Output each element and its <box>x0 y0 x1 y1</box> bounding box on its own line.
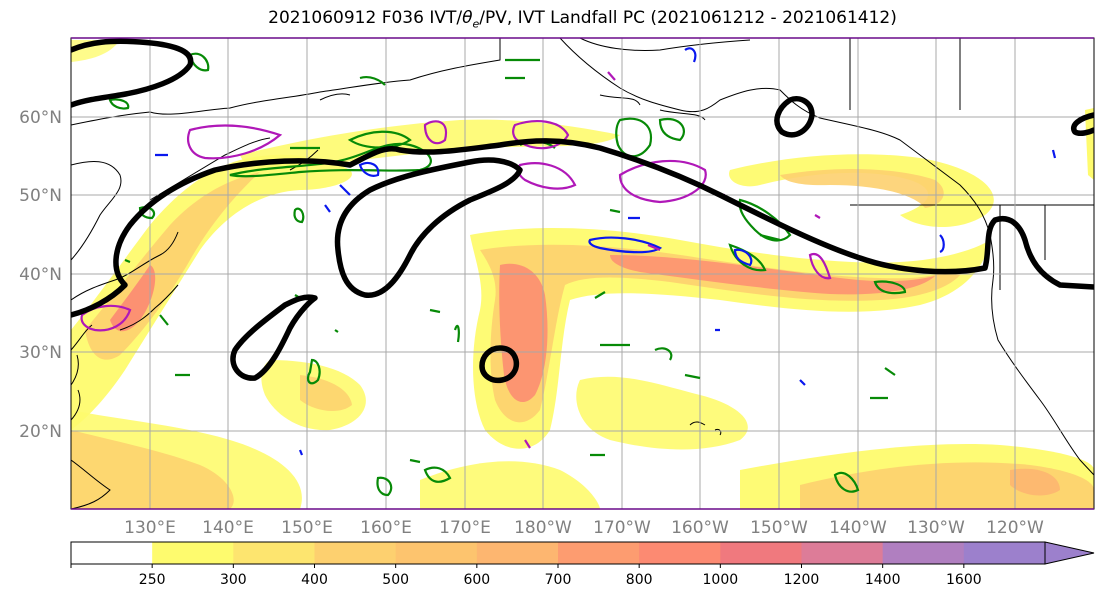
colorbar-tick-label: 1200 <box>784 572 820 588</box>
lat-label-60: 60°N <box>19 108 62 128</box>
colorbar-segment <box>720 542 802 564</box>
graticule <box>71 38 1094 509</box>
lon-label-170e: 170°E <box>439 518 491 538</box>
lat-label-50: 50°N <box>19 186 62 206</box>
colorbar-segment <box>801 542 884 564</box>
map-title-text: 2021060912 F036 IVT/θe/PV, IVT Landfall … <box>268 8 897 31</box>
lon-label-120w: 120°W <box>986 518 1044 538</box>
colorbar-segment <box>558 542 640 564</box>
colorbar-tick-label: 250 <box>139 572 166 588</box>
colorbar-tick-label: 500 <box>382 572 409 588</box>
pc-contours <box>71 38 1094 384</box>
map-layers <box>71 38 1094 509</box>
colorbar-tick-label: 600 <box>463 572 490 588</box>
colorbar-segment <box>639 542 721 564</box>
title-wrap: 2021060912 F036 IVT/θe/PV, IVT Landfall … <box>0 0 1105 34</box>
lon-label-130e: 130°E <box>124 518 176 538</box>
lat-label-20: 20°N <box>19 422 62 442</box>
colorbar-tick-label: 400 <box>301 572 328 588</box>
lon-label-140e: 140°E <box>202 518 254 538</box>
colorbar: 250 300 400 500 600 700 800 1000 1200 1400 1600 <box>70 541 1095 588</box>
colorbar-segment <box>882 542 965 564</box>
lat-label-40: 40°N <box>19 265 62 285</box>
colorbar-segment <box>476 542 559 564</box>
lat-label-30: 30°N <box>19 343 62 363</box>
lon-label-150w: 150°W <box>750 518 808 538</box>
colorbar-segment <box>314 542 397 564</box>
colorbar-segment <box>71 542 153 564</box>
map-title: 2021060912 F036 IVT/θe/PV, IVT Landfall … <box>0 8 1105 30</box>
theta-e-contours-blue <box>155 47 1057 456</box>
colorbar-tick-label: 1000 <box>703 572 739 588</box>
lon-label-160e: 160°E <box>360 518 412 538</box>
colorbar-segment <box>395 542 478 564</box>
lon-label-180w: 180°W <box>514 518 572 538</box>
lon-label-160w: 160°W <box>671 518 729 538</box>
colorbar-tick-label: 1600 <box>946 572 982 588</box>
lon-label-130w: 130°W <box>907 518 965 538</box>
colorbar-segment <box>233 542 315 564</box>
colorbar-segment <box>152 542 234 564</box>
colorbar-segment <box>963 542 1046 564</box>
colorbar-tick-label: 1400 <box>865 572 901 588</box>
lon-label-170w: 170°W <box>593 518 651 538</box>
lon-label-140w: 140°W <box>829 518 887 538</box>
colorbar-tick-label: 300 <box>220 572 247 588</box>
colorbar-tick-label: 700 <box>545 572 572 588</box>
colorbar-extend-arrow <box>1044 541 1095 565</box>
lon-label-150e: 150°E <box>281 518 333 538</box>
colorbar-tick-label: 800 <box>626 572 653 588</box>
